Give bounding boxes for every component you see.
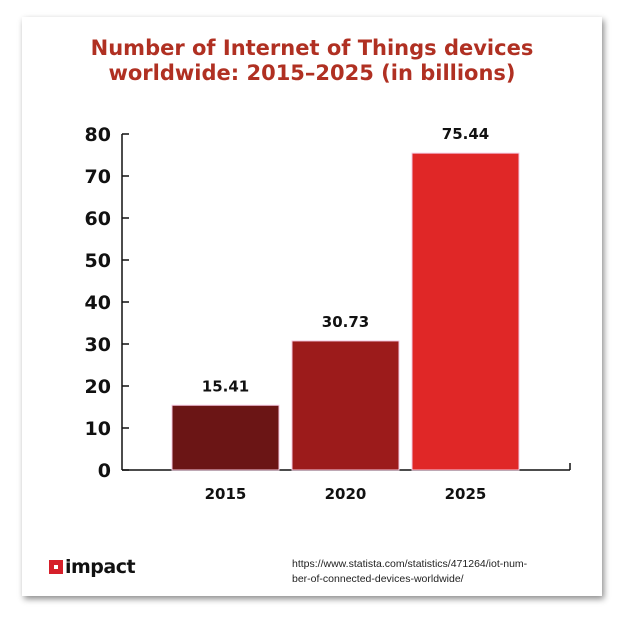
bar-2015	[171, 404, 280, 471]
logo-square-icon	[49, 560, 63, 574]
bar-2025	[411, 152, 520, 471]
source-line-1: https://www.statista.com/statistics/4712…	[292, 558, 528, 570]
y-tick-label: 40	[85, 292, 111, 314]
x-tick-label: 2015	[205, 485, 247, 503]
y-tick-label: 60	[85, 208, 111, 230]
data-label: 15.41	[202, 377, 249, 395]
y-tick-label: 10	[85, 418, 111, 440]
chart-title: Number of Internet of Things devices wor…	[90, 36, 534, 85]
y-tick-label: 0	[98, 460, 111, 482]
y-tick-label: 20	[85, 376, 111, 398]
y-tick-label: 80	[85, 124, 111, 146]
x-tick-label: 2020	[325, 485, 367, 503]
data-label: 30.73	[322, 313, 369, 331]
logo-text: impact	[65, 556, 136, 578]
impact-logo: impact	[49, 556, 136, 578]
y-tick-label: 30	[85, 334, 111, 356]
source-line-2: ber-of-connected-devices-worldwide/	[292, 573, 464, 585]
y-tick-label: 70	[85, 166, 111, 188]
data-label: 75.44	[442, 125, 489, 143]
bar-2020	[291, 340, 400, 471]
y-tick-label: 50	[85, 250, 111, 272]
source-url: https://www.statista.com/statistics/4712…	[292, 557, 592, 587]
x-tick-label: 2025	[445, 485, 487, 503]
